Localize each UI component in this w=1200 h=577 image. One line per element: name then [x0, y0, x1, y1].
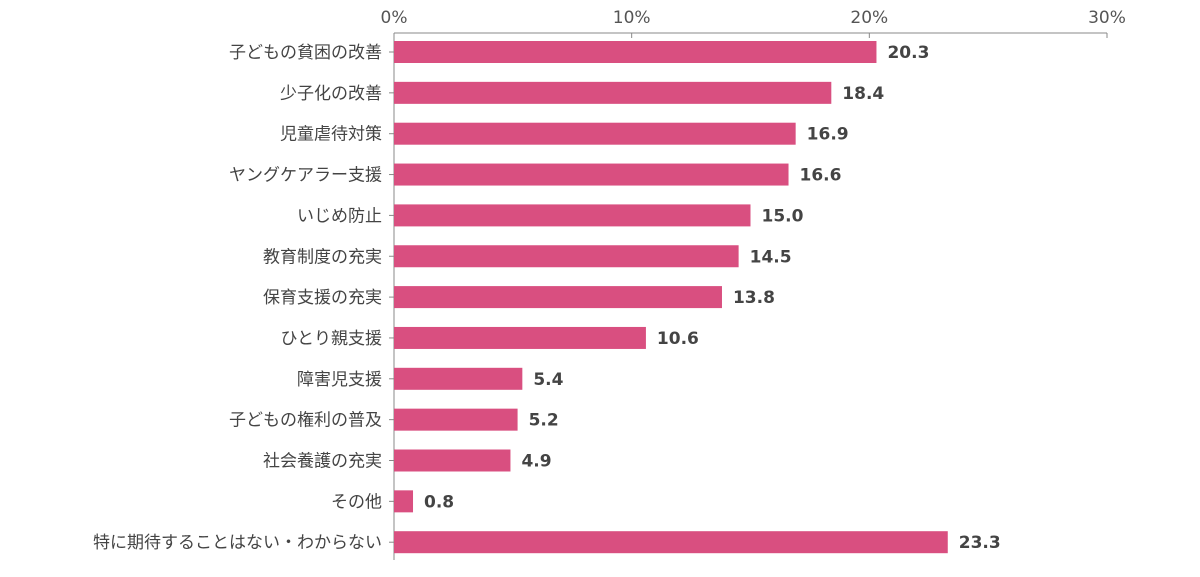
bar: [394, 326, 646, 349]
bar: [394, 41, 877, 63]
bar: [394, 367, 523, 390]
value-label: 23.3: [959, 533, 1001, 553]
category-label: 子どもの貧困の改善: [229, 43, 382, 63]
x-tick-label: 20%: [850, 8, 888, 28]
bar: [394, 204, 751, 227]
bar: [394, 81, 832, 104]
axis-layer: [389, 32, 1108, 560]
value-label: 4.9: [521, 452, 551, 472]
value-label: 0.8: [424, 492, 454, 512]
category-label: その他: [331, 492, 382, 512]
value-label: 13.8: [733, 288, 775, 308]
bar: [394, 122, 796, 145]
value-label: 20.3: [887, 43, 929, 63]
value-label: 5.2: [529, 411, 559, 431]
x-tick-label: 0%: [381, 8, 408, 28]
category-label: ひとり親支援: [281, 329, 383, 349]
bar-layer: [394, 41, 948, 554]
value-label: 10.6: [657, 329, 699, 349]
bar: [394, 163, 789, 186]
label-layer: 0% 10% 20% 30% 子どもの貧困の改善 20.3 少子化の改善 18.4 児童虐待対策…: [93, 8, 1126, 553]
category-label: ヤングケアラー支援: [229, 166, 382, 186]
category-label: 児童虐待対策: [280, 125, 382, 145]
category-label: 社会養護の充実: [263, 452, 382, 472]
value-label: 18.4: [842, 84, 884, 104]
bar: [394, 490, 414, 513]
bar: [394, 531, 948, 554]
x-tick-label: 10%: [613, 8, 651, 28]
category-label: 保育支援の充実: [263, 288, 382, 308]
bar: [394, 449, 511, 472]
category-label: いじめ防止: [297, 206, 382, 226]
value-label: 16.9: [807, 125, 849, 145]
category-label: 特に期待することはない・わからない: [93, 533, 382, 553]
x-tick-label: 30%: [1088, 8, 1126, 28]
bar: [394, 286, 722, 309]
value-label: 5.4: [533, 370, 563, 390]
bar: [394, 245, 739, 268]
value-label: 15.0: [762, 206, 804, 226]
bar: [394, 408, 518, 431]
category-label: 障害児支援: [297, 370, 382, 390]
category-label: 教育制度の充実: [263, 247, 382, 267]
category-label: 子どもの権利の普及: [229, 411, 382, 431]
value-label: 14.5: [750, 247, 792, 267]
value-label: 16.6: [800, 166, 842, 186]
category-label: 少子化の改善: [280, 84, 382, 104]
